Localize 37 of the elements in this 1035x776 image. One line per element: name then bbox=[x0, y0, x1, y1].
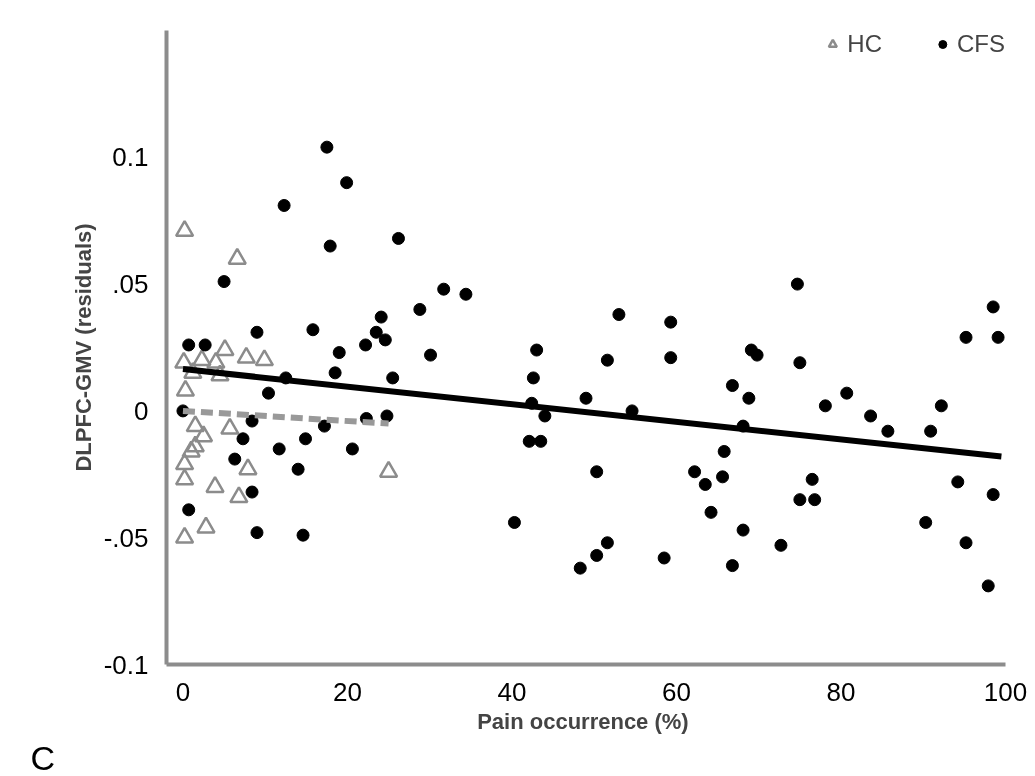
point bbox=[238, 458, 258, 476]
x-tick-label: 80 bbox=[826, 676, 856, 707]
point bbox=[174, 453, 195, 471]
point bbox=[378, 460, 399, 478]
point bbox=[174, 219, 195, 237]
point bbox=[193, 425, 214, 443]
x-axis-title: Pain occurrence (%) bbox=[477, 708, 689, 734]
point bbox=[175, 379, 196, 397]
x-tick-label: 40 bbox=[497, 676, 527, 707]
point bbox=[254, 349, 275, 367]
point bbox=[185, 435, 206, 453]
point bbox=[229, 486, 249, 504]
point bbox=[227, 247, 247, 265]
x-tick-label: 100 bbox=[983, 676, 1028, 707]
point bbox=[185, 415, 206, 433]
point bbox=[196, 516, 216, 534]
y-tick-label: -0.1 bbox=[103, 649, 149, 680]
point bbox=[215, 338, 235, 357]
y-axis-title: DLPFC-GMV (residuals) bbox=[70, 223, 96, 472]
legend-label: HC bbox=[847, 30, 882, 58]
x-tick-label: 0 bbox=[175, 676, 191, 707]
point bbox=[220, 417, 240, 435]
x-tick-label: 60 bbox=[662, 676, 691, 707]
point bbox=[181, 440, 201, 458]
point bbox=[236, 346, 257, 364]
y-tick-label: .05 bbox=[112, 269, 149, 300]
y-tick-label: 0 bbox=[134, 395, 149, 426]
point bbox=[206, 351, 226, 369]
point bbox=[174, 468, 195, 486]
text: C bbox=[30, 738, 56, 776]
y-tick-label: 0.1 bbox=[112, 142, 149, 173]
point bbox=[192, 349, 212, 367]
point bbox=[174, 526, 195, 544]
point bbox=[205, 475, 225, 494]
legend-label: CFS bbox=[957, 30, 1005, 58]
y-tick-label: -.05 bbox=[103, 522, 149, 553]
x-tick-label: 20 bbox=[333, 676, 362, 707]
